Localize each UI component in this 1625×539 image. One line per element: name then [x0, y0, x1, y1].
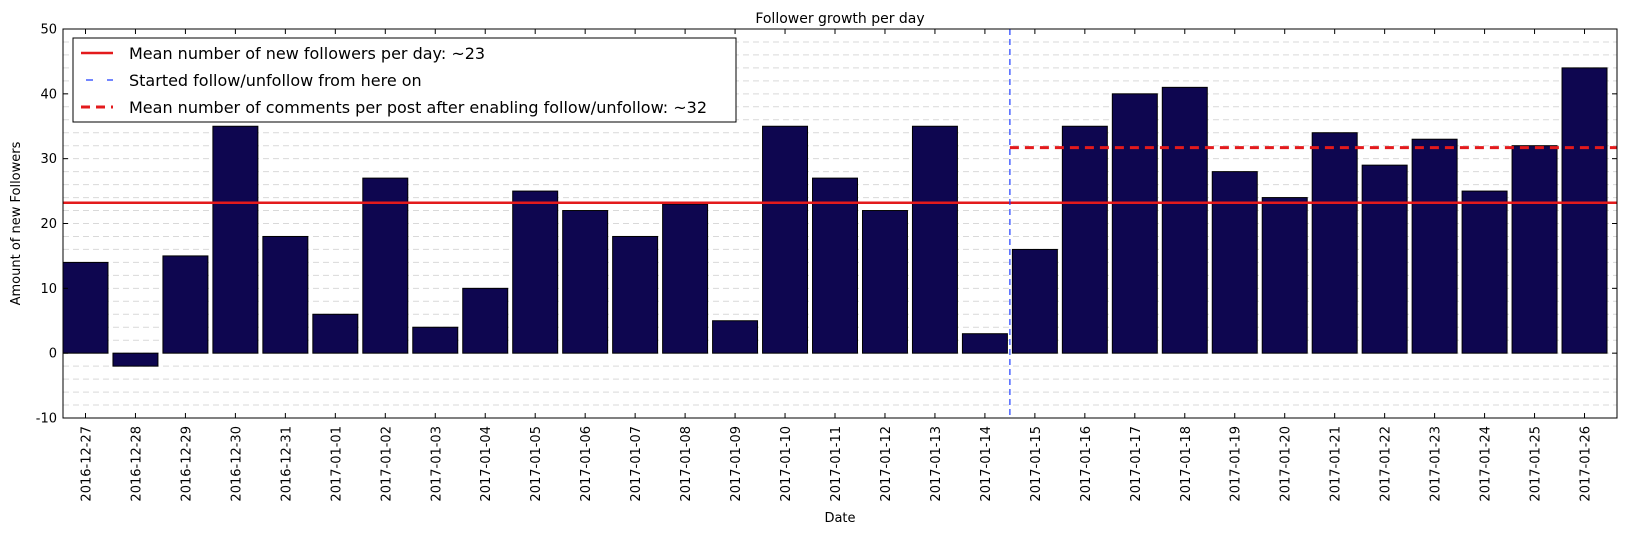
- bars: [62, 67, 1608, 367]
- legend-label: Started follow/unfollow from here on: [129, 71, 422, 90]
- bar: [1111, 93, 1158, 354]
- grid-lines: [63, 41, 1617, 406]
- bar: [712, 320, 759, 354]
- x-tick-label: 2016-12-27: [79, 426, 94, 502]
- bar: [1011, 248, 1058, 354]
- bar: [262, 235, 309, 354]
- x-tick-label: 2017-01-26: [1579, 426, 1594, 502]
- x-tick-label: 2017-01-11: [829, 426, 844, 502]
- bar: [412, 326, 459, 354]
- x-tick-label: 2017-01-19: [1229, 426, 1244, 502]
- bar: [62, 261, 109, 354]
- y-axis-label: Amount of new Followers: [9, 141, 24, 305]
- x-tick-label: 2017-01-18: [1179, 426, 1194, 502]
- bar: [812, 177, 858, 354]
- axes: -10 0 10 20 30 40 50 2016-12-27 2016-12-28 2016-1…: [36, 23, 1618, 502]
- x-tick-label: 2016-12-31: [279, 426, 294, 502]
- x-tick-label: 2017-01-20: [1279, 426, 1294, 502]
- x-tick-label: 2017-01-17: [1129, 426, 1144, 502]
- bar: [512, 190, 559, 354]
- x-tick-label: 2017-01-24: [1479, 426, 1494, 502]
- bar: [562, 210, 609, 354]
- reference-lines: [63, 29, 1617, 418]
- bar: [1561, 67, 1608, 354]
- bar: [961, 333, 1008, 354]
- bar: [462, 287, 509, 354]
- y-tick-label: 30: [40, 152, 57, 167]
- x-tick-label: 2017-01-25: [1529, 426, 1544, 502]
- bar: [1411, 138, 1458, 354]
- x-tick-label: 2017-01-05: [529, 426, 544, 502]
- bar: [861, 210, 908, 354]
- bar: [762, 125, 809, 354]
- x-tick-label: 2016-12-28: [129, 426, 144, 502]
- x-tick-label: 2017-01-09: [729, 426, 744, 502]
- legend-label: Mean number of new followers per day: ~2…: [129, 44, 485, 63]
- x-tick-label: 2017-01-02: [379, 426, 394, 502]
- y-tick-label: -10: [36, 412, 57, 427]
- x-tick-label: 2017-01-14: [979, 426, 994, 502]
- x-tick-label: 2017-01-23: [1429, 426, 1444, 502]
- x-tick-label: 2017-01-08: [679, 426, 694, 502]
- y-tick-label: 20: [40, 217, 57, 232]
- y-tick-label: 0: [49, 347, 57, 362]
- legend-label: Mean number of comments per post after e…: [129, 98, 707, 117]
- x-tick-label: 2017-01-13: [929, 426, 944, 502]
- x-tick-label: 2017-01-16: [1079, 426, 1094, 502]
- x-tick-label: 2016-12-30: [229, 426, 244, 502]
- bar: [112, 352, 159, 367]
- bar: [1311, 132, 1358, 354]
- y-tick-label: 40: [40, 87, 57, 102]
- x-tick-label: 2017-01-12: [879, 426, 894, 502]
- bar: [662, 203, 709, 354]
- y-tick-label: 10: [40, 282, 57, 297]
- y-tick-label: 50: [40, 23, 57, 38]
- bar: [1461, 190, 1508, 354]
- bar: [1361, 164, 1408, 354]
- bar: [1211, 171, 1258, 354]
- x-tick-label: 2017-01-10: [779, 426, 794, 502]
- x-axis-label: Date: [824, 511, 855, 526]
- x-tick-label: 2017-01-07: [629, 426, 644, 502]
- bar: [212, 125, 259, 354]
- x-tick-label: 2017-01-01: [329, 426, 344, 502]
- x-tick-label: 2017-01-04: [479, 426, 494, 502]
- bar: [612, 235, 659, 354]
- legend-box: [72, 37, 737, 123]
- bar: [911, 125, 958, 354]
- chart-title: Follower growth per day: [755, 11, 924, 27]
- bar: [162, 255, 209, 354]
- bar: [1061, 125, 1108, 354]
- bar: [362, 177, 409, 354]
- bar: [1261, 197, 1308, 354]
- bar: [1511, 145, 1558, 354]
- bar: [1161, 86, 1208, 354]
- legend: Mean number of new followers per day: ~2…: [72, 37, 737, 123]
- x-tick-label: 2016-12-29: [179, 426, 194, 502]
- x-tick-label: 2017-01-22: [1379, 426, 1394, 502]
- bar: [312, 313, 359, 354]
- x-tick-label: 2017-01-03: [429, 426, 444, 502]
- x-tick-label: 2017-01-15: [1029, 426, 1044, 502]
- x-tick-label: 2017-01-06: [579, 426, 594, 502]
- x-tick-label: 2017-01-21: [1329, 426, 1344, 502]
